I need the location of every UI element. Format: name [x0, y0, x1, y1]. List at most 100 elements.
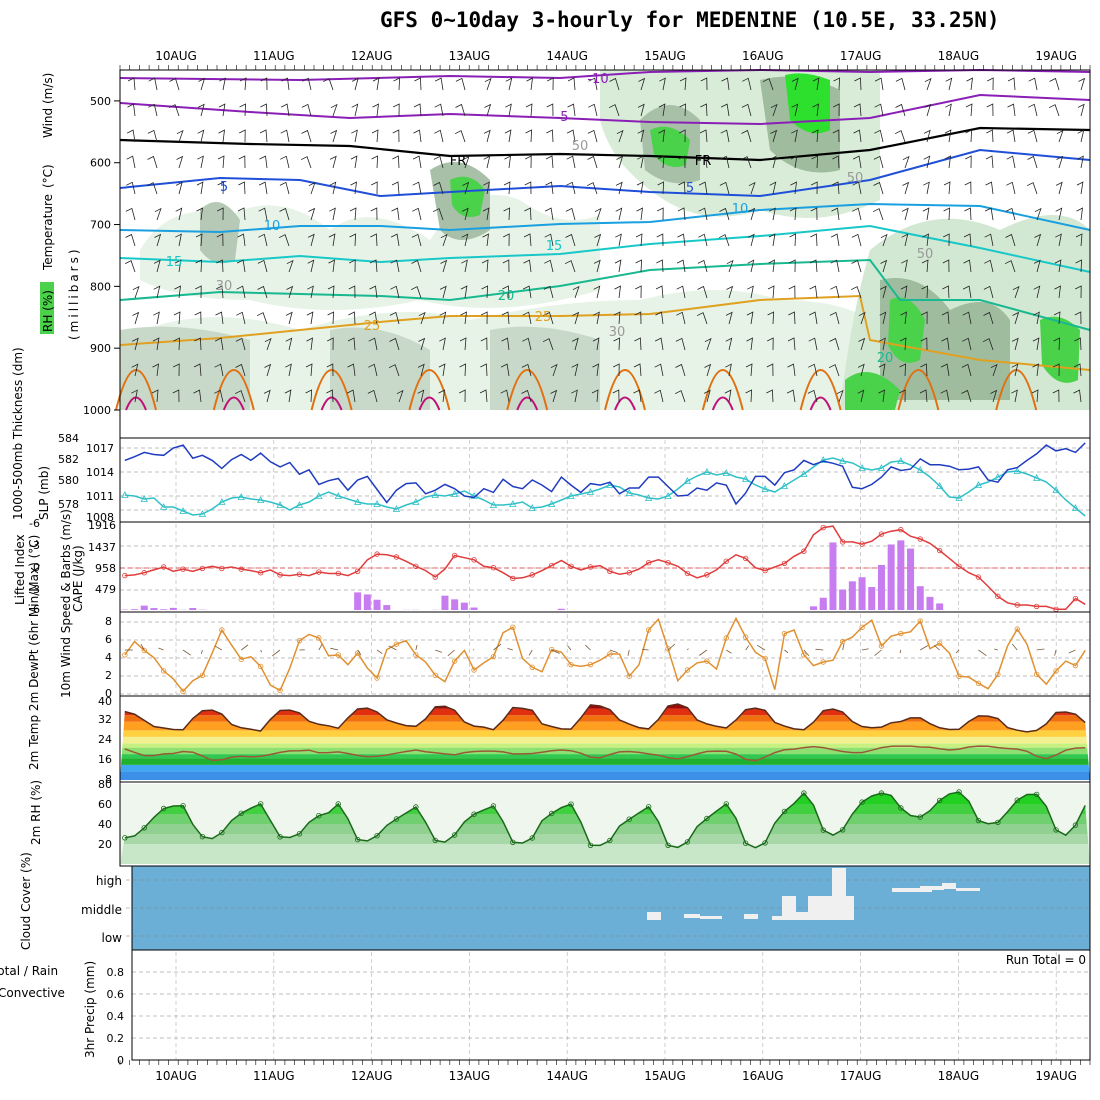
wind-barb	[153, 259, 161, 273]
rh2m-point	[122, 835, 128, 841]
rh2m-point	[374, 833, 380, 839]
wind10m-point	[335, 652, 341, 658]
contour-label: 20	[877, 351, 894, 366]
date-label-bottom: 17AUG	[840, 1069, 882, 1083]
surface-wind-barb	[272, 649, 281, 657]
wind-barb	[455, 77, 466, 91]
wind-barb	[390, 285, 400, 299]
wind-barb	[1073, 363, 1082, 377]
wind-barb	[721, 77, 730, 91]
wind-barb	[747, 233, 755, 247]
rh-shade	[450, 176, 485, 218]
wind10m-point	[568, 661, 574, 668]
wind-barb	[633, 389, 642, 403]
wind-barb	[614, 259, 622, 273]
wind-barb	[698, 181, 708, 195]
temp2m-tick-label: 16	[98, 753, 112, 766]
rh2m-point	[607, 837, 613, 844]
wind10m-point	[645, 627, 652, 633]
rh2m-point	[665, 842, 671, 848]
wind-barb	[481, 311, 488, 325]
surface-wind-barb	[784, 649, 789, 654]
wind10m-point	[917, 618, 923, 624]
ylabel-lifted: Lifted Index	[13, 534, 27, 605]
slp-series	[124, 442, 1086, 506]
surface-wind-barb	[920, 645, 929, 651]
wind-barb	[829, 337, 840, 351]
surface-wind-barb	[1036, 648, 1045, 651]
wind-barb	[239, 77, 247, 91]
wind-barb	[654, 363, 664, 377]
lifted-index-point	[413, 563, 419, 569]
wind-barb	[238, 181, 246, 195]
wind-barb	[306, 337, 313, 351]
wind-barb	[280, 155, 290, 169]
wind-barb	[550, 389, 558, 403]
wind-barb	[1012, 311, 1020, 325]
wind10m-point	[296, 637, 303, 644]
lifted-index-point	[704, 572, 710, 578]
wind-barb	[965, 103, 973, 117]
wind-barb	[747, 285, 754, 299]
lifted-index-point	[742, 555, 749, 562]
wind-barb	[546, 129, 554, 143]
surface-wind-barb	[687, 648, 689, 651]
thickness-point	[256, 496, 265, 503]
cape-bar	[868, 587, 876, 610]
wind-barb	[505, 103, 512, 117]
cloud-bar	[808, 896, 854, 920]
wind-barb	[542, 338, 554, 351]
wind-barb	[637, 103, 645, 117]
cape-bar	[907, 548, 915, 610]
wind-barb	[218, 103, 226, 117]
rh2m-point	[180, 803, 186, 809]
ylabel-temp2m: 2m Temp 2m DewPt (6hr Min/Max) (°C)	[27, 535, 41, 770]
thickness-line	[124, 457, 1086, 517]
wind-barb	[330, 103, 338, 117]
wind-barb	[524, 207, 532, 221]
wind-barb	[367, 389, 378, 403]
wind-barb	[572, 285, 580, 299]
wind-barb	[1027, 129, 1038, 143]
wind-barb	[571, 363, 579, 377]
wind-barb	[654, 389, 664, 403]
wind-barb	[769, 181, 777, 195]
wind-barb	[659, 77, 666, 91]
wind-barb	[410, 286, 422, 299]
cloud-level-label: low	[102, 931, 123, 945]
ylabel-cape: CAPE (J/kg)	[71, 545, 85, 612]
wind-barb	[543, 311, 554, 325]
wind-barb	[239, 103, 247, 117]
lifted-tick-label: 3	[33, 583, 40, 596]
rh2m-point	[490, 803, 497, 809]
wind-barb	[615, 233, 622, 247]
wind-barb	[1007, 103, 1016, 117]
precip-tick-label: 0.2	[107, 1032, 125, 1045]
wind-barb	[196, 207, 203, 221]
wind-barb	[327, 337, 334, 351]
wind-barb	[808, 363, 818, 377]
wind-barb	[1007, 77, 1016, 91]
wind10m-point	[160, 668, 167, 674]
thickness-point	[315, 492, 323, 499]
wind10m-point	[490, 653, 497, 660]
wind-barb	[986, 103, 994, 117]
lifted-tick-label: 0	[33, 561, 40, 574]
wind10m-point	[665, 645, 671, 652]
wind-barb	[264, 363, 272, 377]
wind-barb	[1034, 207, 1042, 221]
date-label-top: 17AUG	[840, 49, 882, 63]
wind-barb	[286, 259, 294, 273]
wind10m-point	[257, 663, 264, 670]
wind-barb	[193, 363, 202, 377]
wind-barb	[349, 207, 357, 221]
wind-barb	[767, 285, 775, 299]
surface-wind-barb	[214, 645, 223, 651]
wind-barb	[525, 155, 532, 169]
lifted-index-point	[956, 563, 962, 569]
ylabel-wind10m: 10m Wind Speed & Barbs (m/s)	[59, 509, 73, 698]
wind-barb	[154, 233, 162, 247]
wind-barb	[964, 207, 972, 221]
surface-wind-barb	[388, 645, 397, 651]
